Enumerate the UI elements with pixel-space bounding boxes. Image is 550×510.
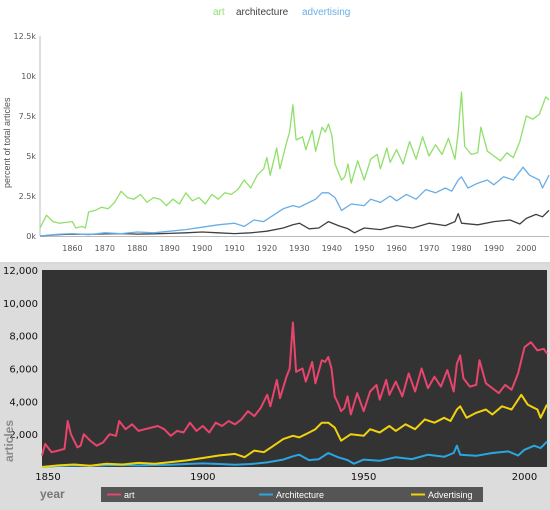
top-series-advertising-line bbox=[39, 166, 550, 237]
bottom-x-ticks: 1850 1900 1950 2000 bbox=[35, 472, 537, 483]
top-x-tick-11: 1970 bbox=[419, 244, 439, 253]
bottom-series-advertising-line bbox=[41, 393, 548, 468]
bottom-legend-architecture[interactable]: Architecture bbox=[276, 490, 324, 500]
bottom-series-architecture-line bbox=[41, 440, 548, 468]
top-x-tick-14: 2000 bbox=[516, 244, 536, 253]
top-x-tick-10: 1960 bbox=[386, 244, 406, 253]
top-y-tick-2: 5k bbox=[26, 152, 36, 161]
bottom-plot-area bbox=[42, 270, 547, 467]
top-legend-art[interactable]: art bbox=[213, 7, 225, 18]
top-x-ticks: 1860 1870 1880 1890 1900 1910 1920 1930 1940 1950… bbox=[62, 244, 536, 253]
top-x-tick-2: 1880 bbox=[127, 244, 147, 253]
top-x-tick-8: 1940 bbox=[322, 244, 342, 253]
top-x-tick-9: 1950 bbox=[354, 244, 374, 253]
top-series-architecture-line bbox=[39, 209, 550, 237]
bottom-x-tick-0: 1850 bbox=[35, 472, 60, 483]
bottom-legend: art Architecture Advertising bbox=[101, 487, 483, 502]
top-x-tick-6: 1920 bbox=[257, 244, 277, 253]
bottom-y-tick-0: 2,000 bbox=[9, 430, 38, 441]
bottom-y-ticks: 2,000 4,000 6,000 8,000 10,000 12,000 bbox=[3, 266, 38, 441]
top-x-tick-12: 1980 bbox=[451, 244, 471, 253]
bottom-series-art-line bbox=[41, 321, 548, 456]
top-x-tick-4: 1900 bbox=[192, 244, 212, 253]
bottom-y-tick-5: 12,000 bbox=[3, 266, 38, 277]
top-y-tick-3: 7.5k bbox=[19, 112, 37, 121]
top-legend-architecture[interactable]: architecture bbox=[236, 7, 289, 18]
top-x-tick-1: 1870 bbox=[95, 244, 115, 253]
top-y-tick-4: 10k bbox=[21, 72, 36, 81]
top-legend-advertising[interactable]: advertising bbox=[302, 7, 350, 18]
bottom-line-chart: 2,000 4,000 6,000 8,000 10,000 12,000 1850 190… bbox=[0, 264, 550, 510]
bottom-x-tick-3: 2000 bbox=[512, 472, 537, 483]
top-legend: art architecture advertising bbox=[213, 7, 350, 18]
bottom-y-axis-label: articles bbox=[2, 420, 16, 462]
bottom-x-axis-label: year bbox=[40, 487, 65, 501]
top-x-tick-7: 1930 bbox=[289, 244, 309, 253]
top-series-art-line bbox=[39, 91, 550, 229]
bottom-legend-bar bbox=[101, 487, 483, 502]
top-y-axis-label: percent of total articles bbox=[2, 97, 12, 188]
bottom-x-tick-1: 1900 bbox=[190, 472, 215, 483]
top-y-tick-0: 0k bbox=[26, 232, 36, 241]
bottom-y-tick-1: 4,000 bbox=[9, 397, 38, 408]
bottom-y-tick-3: 8,000 bbox=[9, 332, 38, 343]
top-series-group bbox=[39, 91, 550, 237]
top-x-tick-3: 1890 bbox=[160, 244, 180, 253]
bottom-x-tick-2: 1950 bbox=[351, 472, 376, 483]
top-line-chart: art architecture advertising 0k 2.5k 5k 7.5… bbox=[2, 7, 550, 253]
top-x-tick-0: 1860 bbox=[62, 244, 82, 253]
top-y-tick-1: 2.5k bbox=[19, 192, 37, 201]
top-x-tick-13: 1990 bbox=[484, 244, 504, 253]
bottom-y-tick-4: 10,000 bbox=[3, 299, 38, 310]
bottom-legend-advertising[interactable]: Advertising bbox=[428, 490, 473, 500]
top-x-tick-5: 1910 bbox=[224, 244, 244, 253]
chart-separator bbox=[0, 262, 550, 264]
top-y-tick-5: 12.5k bbox=[14, 32, 37, 41]
bottom-series-group bbox=[41, 321, 548, 468]
top-y-ticks: 0k 2.5k 5k 7.5k 10k 12.5k bbox=[14, 32, 37, 241]
bottom-legend-art[interactable]: art bbox=[124, 490, 135, 500]
bottom-y-tick-2: 6,000 bbox=[9, 365, 38, 376]
